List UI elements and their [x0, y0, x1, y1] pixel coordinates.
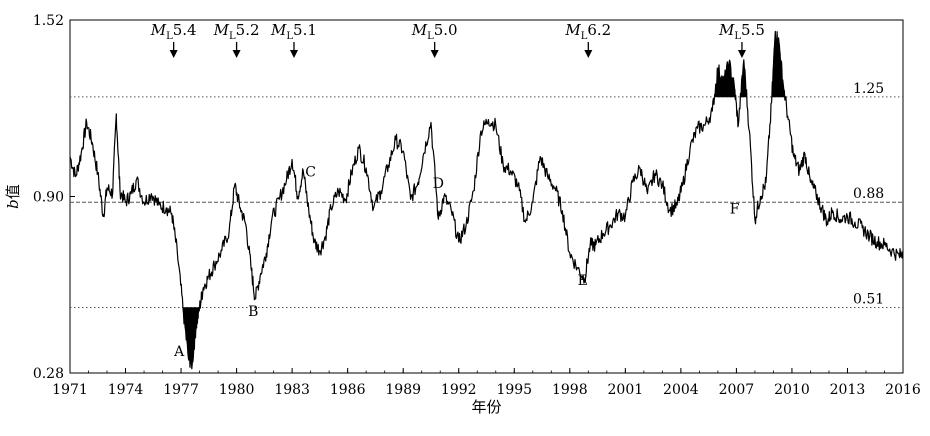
x-tick-label-12: 2007: [719, 382, 755, 398]
point-label-b: B: [248, 304, 258, 320]
earthquake-marker-1: ML5.2: [213, 21, 260, 58]
y-axis-title-rest: 值: [4, 184, 22, 199]
point-label-d: D: [433, 176, 444, 192]
point-label-e: E: [578, 273, 588, 289]
earthquake-arrow-head-5: [737, 50, 746, 58]
b-value-line: [69, 30, 904, 370]
point-label-c: C: [305, 165, 316, 181]
x-tick-label-1: 1974: [108, 382, 144, 398]
point-labels: A B C D E F: [173, 165, 740, 360]
earthquake-marker-0: ML5.4: [150, 21, 197, 58]
x-tick-label-7: 1992: [441, 382, 477, 398]
minimum-fill: [183, 31, 785, 369]
earthquake-label-1: ML5.2: [213, 21, 260, 42]
x-tick-label-3: 1980: [219, 382, 255, 398]
earthquake-arrow-head-3: [430, 50, 439, 58]
earthquake-marker-2: ML5.1: [270, 21, 317, 58]
x-tick-label-2: 1977: [163, 382, 199, 398]
earthquake-arrow-head-0: [169, 50, 178, 58]
earthquake-label-2: ML5.1: [270, 21, 317, 42]
y-tick-label-0: 0.28: [33, 366, 64, 382]
point-label-a: A: [173, 344, 185, 360]
reference-label-0: 1.25: [853, 81, 884, 97]
x-axis: 1971 1974 1977 1980 1983 1986 1989 1992 1995 1998…: [52, 368, 921, 398]
earthquake-label-4: ML6.2: [564, 21, 611, 42]
x-tick-label-0: 1971: [52, 382, 88, 398]
earthquake-label-3: ML5.0: [411, 21, 458, 42]
x-tick-label-5: 1986: [330, 382, 366, 398]
earthquake-marker-4: ML6.2: [564, 21, 611, 58]
y-tick-label-2: 1.52: [33, 13, 64, 29]
earthquake-arrow-head-1: [232, 50, 241, 58]
reference-label-2: 0.51: [853, 292, 884, 308]
y-axis: 0.28 0.90 1.52: [33, 13, 75, 382]
series-layer: [69, 30, 904, 370]
earthquake-marker-5: ML5.5: [718, 21, 765, 58]
point-label-f: F: [730, 202, 740, 218]
plot-area: 1.250.880.51 ML5.4 ML5.2 ML5.1 ML5.0 ML6.2 ML…: [69, 19, 904, 374]
earthquake-arrow-head-4: [584, 50, 593, 58]
x-tick-label-6: 1989: [385, 382, 421, 398]
earthquake-markers: ML5.4 ML5.2 ML5.1 ML5.0 ML6.2 ML5.5: [150, 21, 765, 58]
x-tick-label-15: 2016: [885, 382, 921, 398]
reference-lines: 1.25 0.88 0.51: [70, 81, 903, 309]
x-tick-label-11: 2004: [663, 382, 699, 398]
earthquake-marker-3: ML5.0: [411, 21, 458, 58]
earthquake-label-5: ML5.5: [718, 21, 765, 42]
earthquake-label-0: ML5.4: [150, 21, 197, 42]
x-tick-label-13: 2010: [774, 382, 810, 398]
x-tick-label-4: 1983: [274, 382, 310, 398]
x-axis-title: 年份: [471, 398, 501, 416]
x-tick-label-8: 1995: [496, 382, 532, 398]
x-tick-label-10: 2001: [608, 382, 644, 398]
reference-label-1: 0.88: [853, 186, 884, 202]
x-tick-label-14: 2013: [830, 382, 866, 398]
y-axis-title-italic: b: [4, 199, 22, 209]
y-axis-title: b值: [4, 184, 22, 209]
y-tick-label-1: 0.90: [33, 190, 64, 206]
x-tick-label-9: 1998: [552, 382, 588, 398]
earthquake-arrow-head-2: [289, 50, 298, 58]
